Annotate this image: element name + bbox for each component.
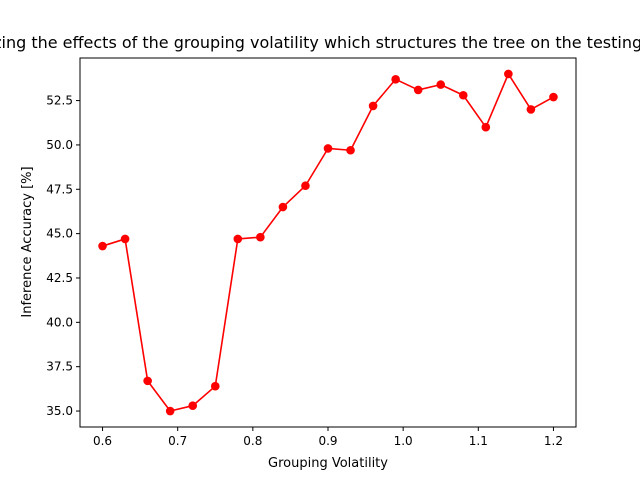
- data-point: [278, 202, 288, 212]
- data-point: [188, 401, 198, 411]
- data-point: [120, 234, 130, 244]
- data-point: [210, 381, 220, 391]
- data-point: [413, 85, 423, 95]
- y-tick-label: 42.5: [46, 271, 73, 285]
- x-tick-label: 1.2: [544, 434, 563, 448]
- x-tick-label: 0.8: [243, 434, 262, 448]
- y-tick-label: 52.5: [46, 94, 73, 108]
- ticks-layer: 0.6 0.7 0.8 0.9 1.0 1.1 1.2 35.0 37.5 40.0 42.5 45.…: [46, 94, 563, 448]
- y-tick-label: 45.0: [46, 227, 73, 241]
- data-point: [549, 92, 558, 102]
- x-tick-label: 1.1: [469, 434, 488, 448]
- data-point: [233, 234, 243, 244]
- x-tick-label: 0.7: [168, 434, 187, 448]
- data-point: [481, 122, 491, 132]
- data-point: [391, 74, 400, 84]
- y-tick-label: 37.5: [46, 360, 73, 374]
- y-tick-label: 50.0: [46, 138, 73, 152]
- data-point: [98, 241, 107, 251]
- data-point: [436, 80, 446, 89]
- y-axis-label: Inference Accuracy [%]: [20, 166, 35, 317]
- chart-title: Analyzing the effects of the grouping vo…: [0, 33, 640, 52]
- y-tick-label: 47.5: [46, 182, 73, 196]
- data-point: [458, 90, 468, 100]
- data-point: [526, 105, 536, 114]
- x-axis-label: Grouping Volatility: [268, 456, 388, 471]
- x-tick-label: 0.9: [318, 434, 337, 448]
- data-point: [323, 144, 333, 153]
- data-point: [143, 376, 152, 386]
- y-tick-label: 35.0: [46, 404, 73, 418]
- x-tick-label: 1.0: [394, 434, 413, 448]
- series-layer: [98, 69, 558, 416]
- data-point: [504, 69, 513, 79]
- data-point: [165, 406, 175, 416]
- data-point: [368, 101, 378, 111]
- plot-frame: [79, 57, 577, 428]
- y-tick-label: 40.0: [46, 315, 73, 329]
- data-point: [256, 232, 265, 242]
- data-point: [346, 145, 355, 155]
- data-point: [301, 181, 310, 191]
- x-tick-label: 0.6: [93, 434, 112, 448]
